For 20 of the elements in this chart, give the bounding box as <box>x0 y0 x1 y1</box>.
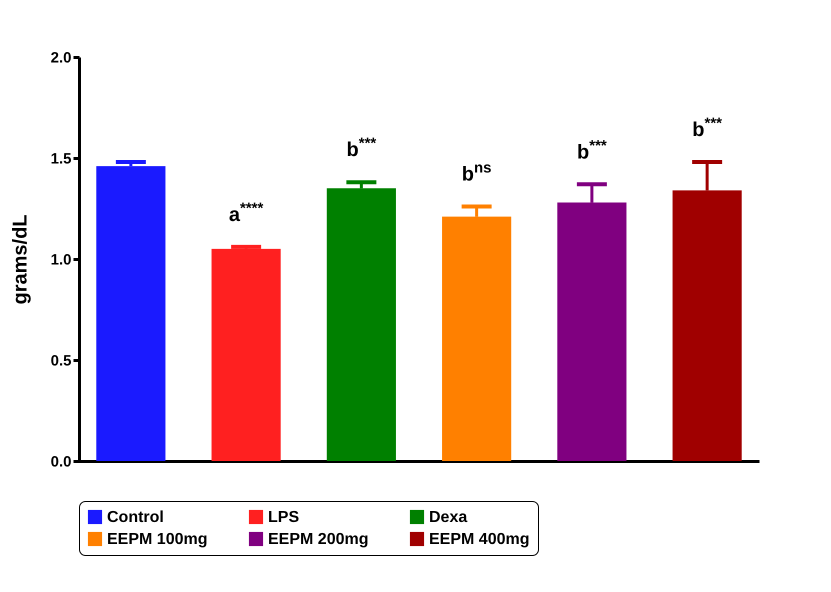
annotation: a$^{****}$ <box>228 199 264 226</box>
y-tick-label: 1.5 <box>50 150 72 168</box>
annotation: b$^{***}$ <box>346 134 376 162</box>
legend-label: Control <box>107 509 164 526</box>
legend-label: Dexa <box>429 509 468 526</box>
bar <box>326 188 396 461</box>
legend-label: LPS <box>268 509 300 526</box>
annotation: b$^{***}$ <box>692 114 722 142</box>
y-axis-title: grams/dL <box>10 214 32 305</box>
annotation: b$^{***}$ <box>577 136 607 164</box>
y-tick-label: 0.5 <box>50 352 72 370</box>
legend-label: EEPM 200mg <box>268 531 368 548</box>
y-tick-label: 0.0 <box>50 454 72 470</box>
legend-label: EEPM 100mg <box>107 531 208 548</box>
bar <box>212 248 281 461</box>
legend-label: EEPM 400mg <box>429 531 530 548</box>
annotation: b$^{ns}$ <box>462 158 492 186</box>
y-tick-label: 2.0 <box>50 50 72 66</box>
y-tick-label: 1.0 <box>50 252 72 268</box>
bar <box>96 166 166 461</box>
